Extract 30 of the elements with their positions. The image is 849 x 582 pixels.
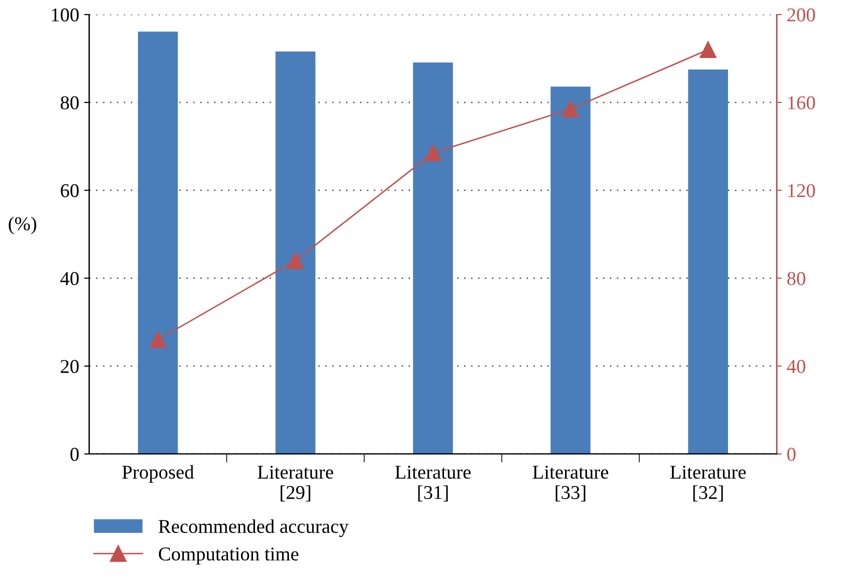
x-tick-label: Literature [29] [258,466,334,502]
point [562,100,579,118]
y-tick-label: 60 [60,184,79,198]
y-tick-label: 0 [70,448,79,461]
x-tick-label: Literature [32] [670,466,746,502]
y2-tick-label: 160 [788,96,815,110]
x-tick-label: Proposed [122,465,194,483]
x-tick-label: Literature [31] [395,466,471,502]
point [700,41,716,58]
y-tick-label: 80 [60,96,79,110]
y2-tick-label: 0 [787,448,796,461]
point [150,331,166,348]
y2-tick-label: 40 [786,360,806,374]
bar [276,51,316,454]
legend-label: Recommended accuracy [158,519,349,538]
y2-tick-label: 80 [787,272,806,286]
y2-tick-label: 120 [788,184,815,198]
y2-tick-label: 200 [787,8,815,22]
bar [413,62,453,454]
y-tick-label: 100 [52,8,79,22]
bar [688,69,728,454]
y-tick-label: 40 [60,272,79,286]
bar [550,86,590,454]
y-axis-title: (%) [8,216,36,234]
legend-label: Computation time [158,547,298,564]
x-tick-label: Literature [33] [532,466,608,502]
bar [138,32,178,454]
y-tick-label: 20 [60,360,79,374]
point [287,252,304,269]
point [424,144,442,162]
